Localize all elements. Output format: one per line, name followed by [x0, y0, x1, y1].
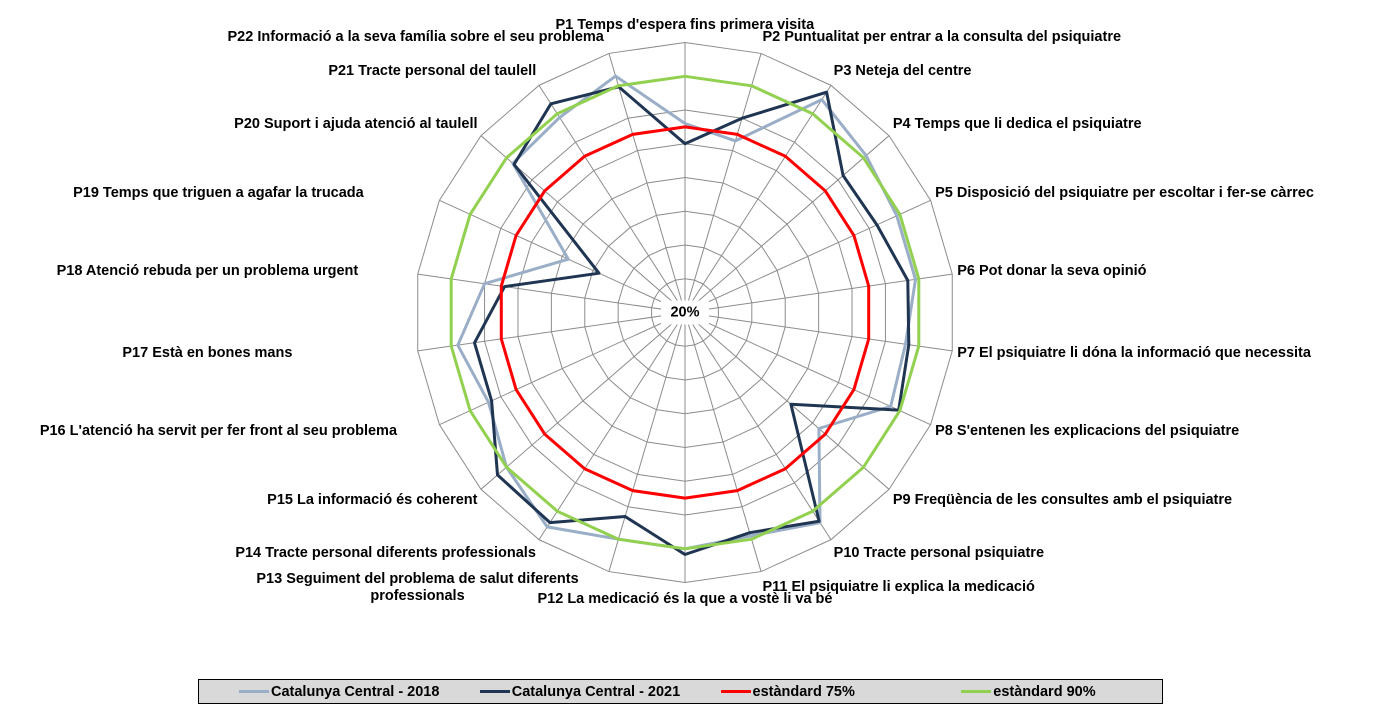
series-line	[473, 85, 911, 556]
tick-label-bg	[661, 300, 709, 325]
series-line	[499, 125, 871, 500]
spoke	[684, 135, 890, 313]
axis-label: P19 Temps que triguen a agafar la trucad…	[73, 184, 364, 201]
axis-label: P6 Pot donar la seva opinió	[957, 263, 1147, 280]
legend-item: estàndard 75%	[681, 684, 922, 700]
axis-label: P18 Atenció rebuda per un problema urgen…	[56, 263, 359, 280]
spoke	[417, 312, 686, 352]
axis-label: P3 Neteja del centre	[833, 62, 972, 79]
axis-label: P12 La medicació és la que a vostè li va…	[537, 591, 833, 607]
legend: Catalunya Central - 2018 Catalunya Centra…	[198, 679, 1163, 704]
axis-label: P7 El psiquiatre li dóna la informació q…	[957, 344, 1311, 361]
spoke	[538, 312, 686, 540]
legend-swatch	[479, 690, 510, 693]
axis-label: P14 Tracte personal diferents profession…	[235, 545, 536, 562]
y-tick-label: 20%	[670, 304, 699, 320]
spoke	[538, 85, 686, 313]
legend-item: estàndard 90%	[921, 684, 1162, 700]
spoke	[684, 312, 762, 572]
spoke	[684, 85, 832, 313]
legend-swatch	[720, 690, 751, 693]
spoke	[684, 312, 832, 540]
spoke	[684, 312, 890, 490]
axis-label: P16 L'atenció ha servit per fer front al…	[39, 423, 398, 440]
legend-item: Catalunya Central - 2018	[199, 684, 440, 700]
legend-label: Catalunya Central - 2018	[271, 683, 440, 700]
axis-label: P11 El psiquiatre li explica la medicaci…	[762, 579, 1035, 596]
spoke	[480, 312, 686, 490]
spoke	[684, 53, 762, 313]
legend-label: Catalunya Central - 2021	[511, 683, 681, 700]
spoke	[439, 199, 686, 313]
axis-label: P1 Temps d'espera fins primera visita	[555, 17, 815, 33]
axis-label: P17 Està en bones mans	[122, 344, 293, 361]
axis-label: P15 La informació és coherent	[267, 491, 478, 508]
axis-label: P8 S'entenen les explicacions del psiqui…	[935, 423, 1240, 440]
legend-label: estàndard 90%	[993, 683, 1096, 700]
legend-swatch	[961, 690, 992, 693]
spoke	[417, 273, 686, 313]
axis-label: P5 Disposició del psiquiatre per escolta…	[935, 184, 1314, 201]
legend-label: estàndard 75%	[752, 683, 855, 700]
axis-label: P2 Puntualitat per entrar a la consulta …	[762, 28, 1122, 45]
axis-label: P9 Freqüència de les consultes amb el ps…	[892, 491, 1233, 508]
spoke	[439, 312, 686, 426]
axis-label: P20 Suport i ajuda atenció al taulell	[234, 116, 478, 133]
axis-label: P4 Temps que li dedica el psiquiatre	[892, 116, 1142, 133]
legend-swatch	[239, 690, 269, 693]
spoke	[608, 53, 686, 313]
axis-label: P10 Tracte personal psiquiatre	[833, 545, 1045, 562]
axis-label: P13 Seguiment del problema de salut dife…	[256, 570, 579, 604]
legend-item: Catalunya Central - 2021	[440, 684, 681, 700]
series-line	[449, 74, 921, 551]
spoke	[608, 312, 686, 572]
spoke	[684, 199, 931, 313]
axis-label: P22 Informació a la seva família sobre e…	[227, 28, 604, 45]
axis-label: P21 Tracte personal del taulell	[328, 62, 537, 79]
